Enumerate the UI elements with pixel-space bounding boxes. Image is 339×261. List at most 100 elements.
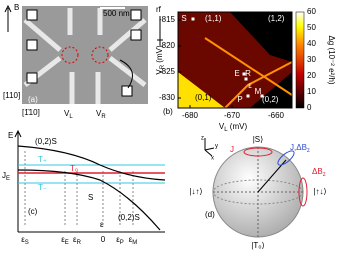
t: P	[120, 240, 124, 246]
point-label: R	[245, 69, 251, 78]
guides	[24, 150, 134, 225]
t: V	[219, 122, 225, 131]
level-label: T₀	[70, 164, 78, 173]
point-label: ε	[248, 81, 252, 90]
colorbar-tick-label: 60	[307, 7, 316, 16]
t: ε	[21, 235, 25, 244]
x-tick-label: εR	[73, 235, 82, 245]
x-tick-label: -660	[268, 111, 285, 120]
region-label: (1,2)	[268, 14, 285, 23]
panel-c: E (0,2)S T₊ T₀ T₋ JE S (0,2)S ε (c) εS εE…	[2, 129, 166, 246]
curve	[17, 169, 161, 231]
axes	[14, 129, 165, 233]
contacts	[26, 9, 142, 97]
state-label: |↑↓⟩	[313, 187, 326, 196]
y-tick-label: -820	[159, 41, 176, 50]
colorbar-tick-label: 50	[307, 23, 316, 32]
point	[260, 94, 264, 98]
rotation-label: ΔBz	[312, 167, 326, 177]
dot	[91, 46, 109, 64]
curve-label: (0,2)S	[35, 137, 57, 146]
rotation	[298, 177, 308, 207]
t: ΔB	[312, 167, 323, 176]
t: R	[160, 64, 166, 69]
t: 0	[101, 235, 106, 244]
panel-b: -815 -820 -825 -830 -680 -670 -660 60 50 40 30 20 10…	[155, 7, 336, 132]
panel-label: (d)	[205, 210, 215, 219]
t: E	[65, 240, 69, 246]
axis-label: [110]	[3, 91, 20, 100]
wires	[119, 16, 163, 89]
panel-label: (c)	[28, 207, 38, 216]
colorbar	[295, 11, 305, 109]
y-axis-label: VR (mV)	[155, 45, 165, 75]
t: V	[96, 109, 102, 118]
field-arrow	[4, 4, 12, 32]
t: V	[64, 109, 70, 118]
rotation-label: J	[230, 145, 234, 154]
x-tick-label: εM	[129, 235, 138, 245]
rotation-label: J,ΔBz	[290, 143, 310, 153]
colorbar-tick-label: 0	[307, 103, 312, 112]
rotation	[243, 147, 273, 157]
point-label: S	[181, 14, 186, 23]
panel-label: (a)	[28, 95, 38, 104]
x-tick-label: -680	[182, 111, 199, 120]
x-tick-label: -670	[224, 111, 241, 120]
point-label: P	[237, 95, 242, 104]
point	[244, 77, 248, 81]
colorbar-tick-label: 40	[307, 39, 316, 48]
rotation	[277, 150, 295, 166]
y-tick-label: -815	[159, 15, 176, 24]
rf-label: rf	[156, 5, 162, 14]
t: L	[69, 114, 73, 120]
panel-a: B 500 nm rf VL VR [110] [1̄10] (a)	[3, 3, 163, 120]
t: M	[132, 240, 137, 246]
scale-label: 500 nm	[103, 9, 130, 18]
x-axis-label: ε	[100, 220, 104, 229]
level-label: T₋	[38, 183, 47, 192]
frame	[177, 11, 293, 109]
t: ε	[116, 235, 120, 244]
axis-label: y	[215, 144, 218, 150]
region	[178, 72, 225, 108]
point	[242, 72, 246, 76]
point-label: E	[234, 69, 239, 78]
transition	[204, 37, 293, 109]
point-label: M	[255, 87, 262, 96]
y-tick-label: -825	[159, 67, 176, 76]
y-axis-label: E	[8, 131, 13, 140]
colorbar-tick-label: 10	[307, 87, 316, 96]
state-label: |T₀⟩	[251, 241, 264, 250]
colorbar-label: Δg (10⁻² e²/h)	[327, 35, 336, 84]
frame-axes	[204, 138, 215, 157]
panel-d: z y x |S⟩ |T₀⟩ |↓↑⟩ |↑↓⟩ J J,ΔBz ΔBz (d)	[189, 135, 326, 250]
gate-label: VL	[64, 109, 73, 119]
dot	[61, 46, 79, 64]
axis-label: [1̄10]	[22, 108, 40, 117]
colorbar-tick-label: 20	[307, 71, 316, 80]
axis-label: z	[201, 136, 204, 142]
t: (mV)	[155, 45, 164, 65]
t: ε	[73, 235, 77, 244]
point	[246, 94, 250, 98]
state-label: |↓↑⟩	[189, 187, 202, 196]
colorbar-tick-label: 30	[307, 55, 316, 64]
region	[230, 12, 292, 62]
curve-label: (0,2)S	[118, 213, 140, 222]
je-label: JE	[2, 171, 10, 181]
curve	[17, 145, 166, 181]
t: L	[224, 127, 228, 133]
t: ε	[61, 235, 65, 244]
t: z	[323, 172, 326, 178]
t: J	[2, 171, 6, 180]
region	[250, 72, 292, 108]
region-label: (1,1)	[205, 14, 222, 23]
gate-label: VR	[96, 109, 106, 119]
t: R	[101, 114, 106, 120]
curve-label: S	[88, 193, 93, 202]
y-tick-label: -830	[159, 93, 176, 102]
gates	[23, 8, 147, 104]
t: R	[77, 240, 82, 246]
